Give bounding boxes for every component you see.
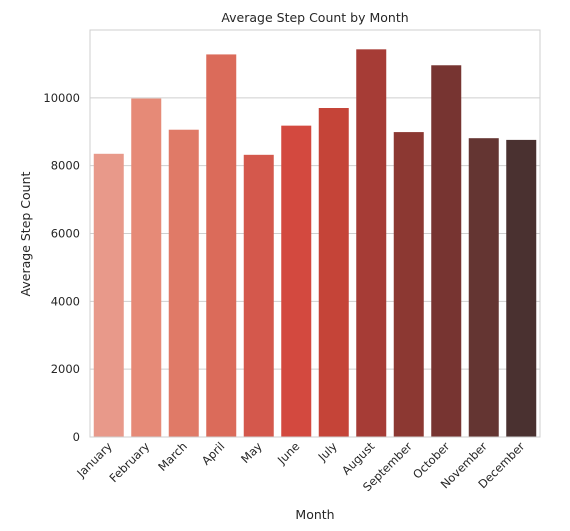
- x-axis-label: Month: [295, 507, 334, 522]
- bar-april: [206, 54, 237, 438]
- bar-august: [356, 49, 387, 438]
- y-tick-label: 2000: [51, 362, 80, 376]
- y-tick-label: 4000: [51, 294, 80, 308]
- bar-march: [168, 129, 199, 437]
- x-tick-label: July: [315, 439, 340, 464]
- y-tick-label: 6000: [51, 227, 80, 241]
- x-tick-label: March: [155, 439, 190, 474]
- plot-area-frame: [89, 29, 541, 438]
- bar-november: [468, 138, 499, 438]
- y-tick-labels: 0 2000 4000 6000 8000 10000: [43, 91, 80, 444]
- y-axis-label: Average Step Count: [18, 171, 33, 296]
- bar-december: [506, 139, 537, 437]
- x-tick-label: June: [274, 439, 302, 467]
- bar-may: [243, 154, 274, 437]
- y-tick-label: 10000: [43, 91, 80, 105]
- bar-september: [393, 132, 424, 437]
- bar-july: [318, 108, 349, 437]
- y-tick-label: 8000: [51, 159, 80, 173]
- bar-june: [281, 125, 312, 438]
- x-tick-label: May: [238, 439, 265, 466]
- chart-title: Average Step Count by Month: [221, 10, 408, 25]
- bars: [93, 49, 537, 438]
- x-tick-label: April: [199, 439, 227, 467]
- bar-february: [131, 98, 162, 438]
- bar-october: [431, 65, 462, 438]
- x-tick-label: February: [106, 439, 152, 485]
- y-tick-label: 0: [73, 430, 80, 444]
- bar-january: [93, 153, 124, 437]
